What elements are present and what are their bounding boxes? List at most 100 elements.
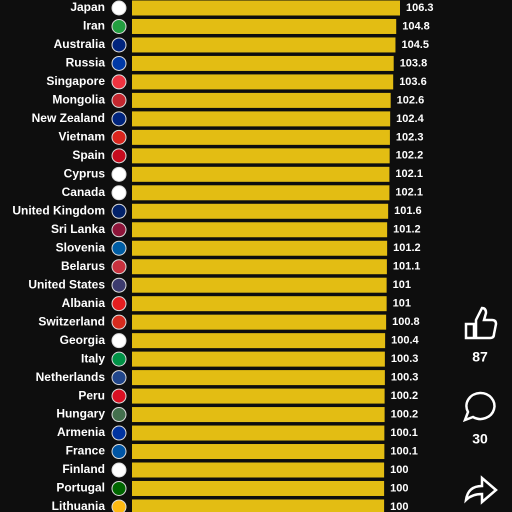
comment-count: 30	[472, 431, 488, 447]
category-label: Slovenia	[56, 240, 106, 254]
bar	[132, 18, 397, 34]
value-label: 101.6	[394, 205, 422, 217]
bar	[132, 148, 390, 164]
value-label: 101.1	[393, 261, 421, 273]
bar	[132, 55, 394, 71]
bar	[132, 240, 388, 256]
value-label: 104.5	[401, 39, 429, 51]
comment-icon	[462, 391, 496, 423]
category-label: Italy	[81, 351, 105, 365]
value-label: 101	[393, 279, 411, 291]
category-label: Spain	[72, 148, 105, 162]
category-label: Albania	[62, 296, 106, 310]
flag	[111, 18, 127, 34]
bar	[132, 499, 385, 512]
like-count: 87	[472, 349, 488, 365]
bar	[132, 203, 389, 219]
value-label: 104.8	[402, 20, 430, 32]
bar	[132, 92, 391, 108]
flag	[111, 148, 127, 164]
flag	[111, 92, 127, 108]
flag	[111, 370, 127, 386]
value-label: 106.3	[406, 2, 434, 14]
category-label: Georgia	[60, 333, 106, 347]
value-label: 102.3	[396, 131, 424, 143]
value-label: 102.1	[395, 168, 423, 180]
bar	[132, 166, 390, 182]
flag	[111, 480, 127, 496]
bar	[132, 185, 390, 201]
bar	[132, 0, 400, 16]
category-label: United Kingdom	[12, 203, 105, 217]
category-label: France	[66, 444, 106, 458]
flag	[111, 0, 127, 16]
flag	[111, 37, 127, 53]
flag	[111, 259, 127, 275]
bar	[132, 222, 388, 238]
category-label: Hungary	[56, 407, 105, 421]
flag	[111, 222, 127, 238]
bar	[132, 462, 385, 478]
category-label: Singapore	[46, 74, 105, 88]
value-label: 101	[393, 298, 411, 310]
comment-button[interactable]	[462, 391, 496, 423]
value-label: 100	[390, 464, 408, 476]
category-label: Japan	[70, 0, 105, 14]
flag	[111, 166, 127, 182]
bar	[132, 425, 385, 441]
flag	[111, 462, 127, 478]
share-icon	[464, 475, 498, 505]
bar	[132, 111, 391, 127]
category-label: Russia	[66, 56, 106, 70]
value-label: 103.8	[400, 57, 428, 69]
flag	[111, 203, 127, 219]
value-label: 100.1	[390, 427, 418, 439]
category-label: Switzerland	[38, 314, 105, 328]
value-label: 100.1	[390, 445, 418, 457]
category-label: New Zealand	[32, 111, 105, 125]
category-label: Iran	[83, 19, 105, 33]
bar	[132, 314, 387, 330]
share-button[interactable]	[464, 475, 498, 505]
flag	[111, 277, 127, 293]
flag	[111, 55, 127, 71]
flag	[111, 425, 127, 441]
flag	[111, 444, 127, 460]
value-label: 100	[390, 482, 408, 494]
bar	[132, 388, 385, 404]
value-label: 102.2	[396, 150, 424, 162]
category-label: Netherlands	[36, 370, 106, 384]
flag	[111, 407, 127, 423]
flag	[111, 296, 127, 312]
bar	[132, 296, 387, 312]
category-label: Canada	[62, 185, 106, 199]
category-label: Finland	[62, 462, 105, 476]
flag	[111, 74, 127, 90]
like-icon	[464, 306, 498, 340]
flag	[111, 351, 127, 367]
category-label: Sri Lanka	[51, 222, 105, 236]
value-label: 100	[390, 501, 408, 512]
bar	[132, 370, 385, 386]
category-label: United States	[28, 277, 105, 291]
flag	[111, 333, 127, 349]
value-label: 102.1	[395, 187, 423, 199]
bar	[132, 277, 387, 293]
category-label: Cyprus	[64, 166, 106, 180]
category-label: Armenia	[57, 425, 105, 439]
category-label: Mongolia	[52, 93, 105, 107]
category-label: Portugal	[56, 481, 105, 495]
bar	[132, 444, 385, 460]
value-label: 100.2	[391, 390, 419, 402]
category-label: Lithuania	[52, 499, 106, 512]
like-button[interactable]	[464, 306, 498, 340]
bar	[132, 333, 386, 349]
value-label: 102.4	[396, 113, 424, 125]
value-label: 101.2	[393, 224, 421, 236]
value-label: 102.6	[397, 94, 425, 106]
flag	[111, 314, 127, 330]
value-label: 100.3	[391, 353, 419, 365]
category-label: Australia	[54, 37, 106, 51]
